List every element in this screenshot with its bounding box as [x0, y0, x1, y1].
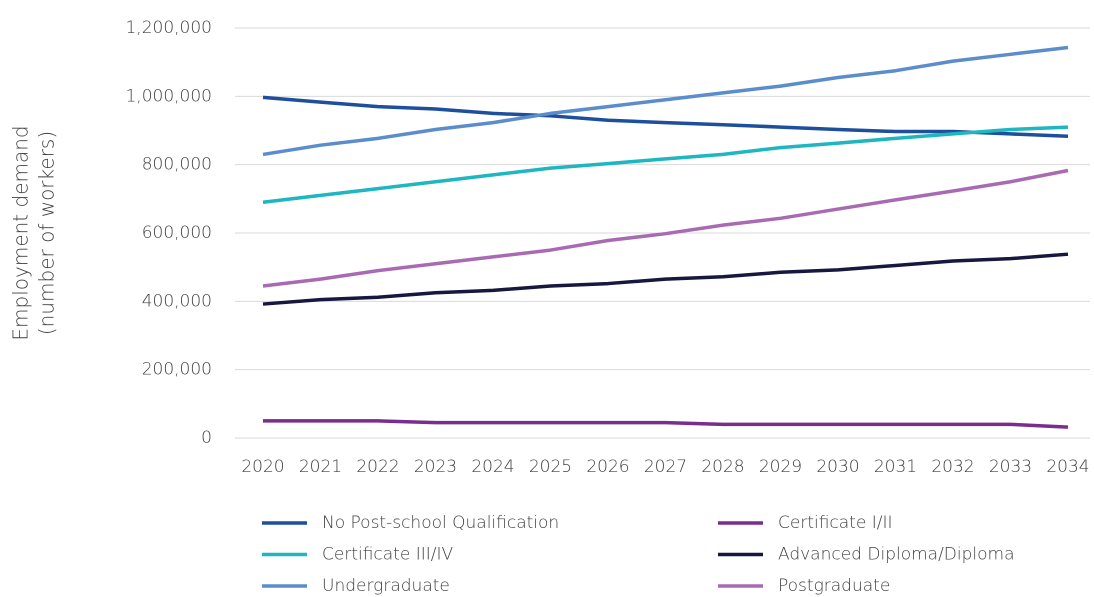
series-line — [262, 45, 1069, 157]
legend-label: Certificate III/IV — [322, 545, 453, 565]
series-line — [262, 95, 1069, 139]
x-tick-label: 2021 — [299, 457, 342, 477]
x-tick-label: 2026 — [586, 457, 629, 477]
y-tick-label: 0 — [201, 428, 212, 448]
x-tick-label: 2033 — [989, 457, 1032, 477]
legend-label: Advanced Diploma/Diploma — [778, 545, 1015, 565]
series-line — [262, 168, 1069, 288]
series-line — [263, 419, 1069, 429]
x-tick-label: 2022 — [356, 457, 399, 477]
y-tick-label: 1,000,000 — [125, 86, 212, 106]
x-tick-label: 2034 — [1046, 457, 1089, 477]
y-axis-label: (number of workers) — [35, 131, 59, 335]
y-tick-label: 600,000 — [142, 223, 212, 243]
x-tick-label: 2025 — [529, 457, 572, 477]
y-tick-label: 1,200,000 — [125, 18, 212, 38]
x-tick-label: 2027 — [644, 457, 687, 477]
x-tick-label: 2028 — [701, 457, 744, 477]
legend-label: No Post-school Qualification — [322, 513, 559, 533]
x-tick-label: 2023 — [414, 457, 457, 477]
series-line — [262, 252, 1069, 306]
legend-label: Undergraduate — [322, 576, 450, 596]
legend-label: Postgraduate — [778, 576, 890, 596]
x-tick-label: 2032 — [931, 457, 974, 477]
legend-label: Certificate I/II — [778, 513, 892, 533]
y-tick-label: 400,000 — [142, 291, 212, 311]
x-tick-label: 2031 — [874, 457, 917, 477]
x-tick-label: 2024 — [471, 457, 514, 477]
y-axis-label: Employment demand — [9, 125, 33, 340]
series-line — [262, 125, 1069, 204]
x-tick-label: 2029 — [759, 457, 802, 477]
y-tick-label: 200,000 — [142, 360, 212, 380]
x-tick-label: 2020 — [241, 457, 284, 477]
y-tick-label: 800,000 — [142, 155, 212, 175]
x-tick-label: 2030 — [816, 457, 859, 477]
